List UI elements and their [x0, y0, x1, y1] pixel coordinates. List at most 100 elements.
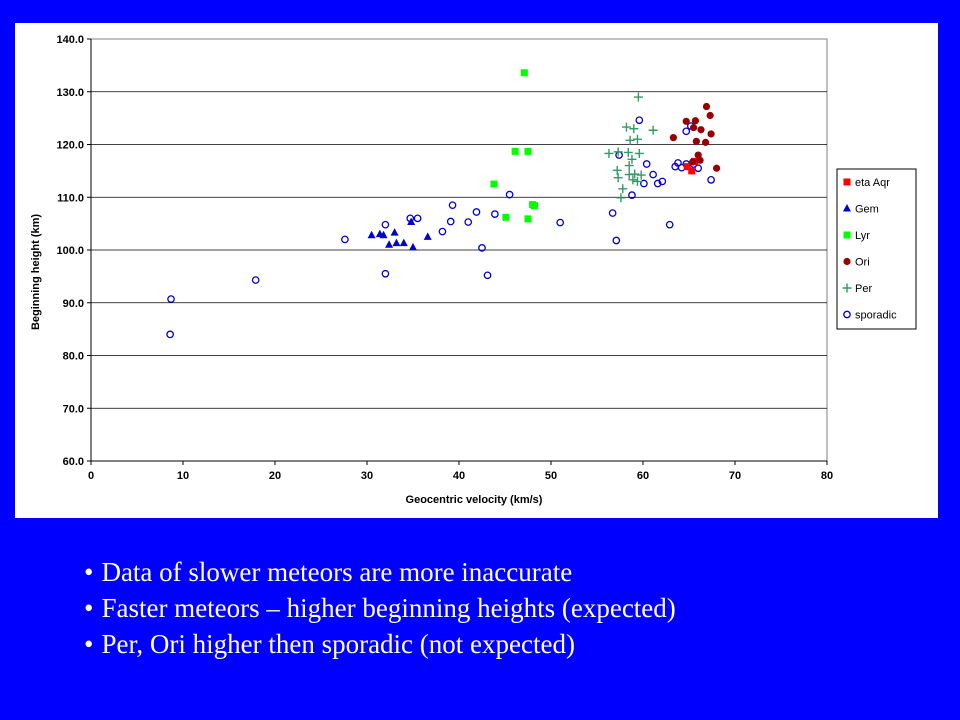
data-point [653, 179, 662, 188]
data-point [621, 122, 631, 132]
data-point [629, 124, 639, 134]
data-point [491, 210, 499, 218]
y-tick-label: 60.0 [63, 456, 84, 468]
data-point [658, 177, 667, 186]
data-point [613, 173, 623, 183]
data-point [409, 242, 417, 251]
data-point [390, 228, 399, 236]
legend-box [836, 168, 917, 330]
data-point [682, 127, 691, 136]
legend-marker [843, 310, 851, 319]
x-tick-label: 60 [637, 470, 649, 482]
data-point [413, 214, 422, 223]
data-point [674, 159, 682, 167]
data-point [251, 276, 260, 284]
data-point [628, 175, 638, 185]
data-point [612, 165, 622, 175]
data-point [423, 232, 432, 240]
data-point [341, 235, 349, 244]
data-point [690, 124, 698, 132]
data-point [642, 160, 651, 168]
data-point [381, 269, 390, 278]
data-point [632, 176, 642, 186]
series-lyr [490, 69, 538, 223]
legend-label: Ori [855, 257, 870, 269]
series-ori [669, 102, 721, 172]
data-point [616, 193, 626, 203]
data-point [166, 330, 174, 339]
legend-label: sporadic [855, 310, 897, 322]
data-point [701, 138, 710, 146]
bullet-item: • Data of slower meteors are more inaccur… [84, 557, 573, 587]
data-point [618, 184, 628, 194]
data-point [608, 209, 617, 217]
data-point [505, 190, 514, 199]
data-point [697, 126, 705, 134]
data-point [399, 238, 408, 247]
legend: eta Aqr Gem Lyr Ori Per sporadic [836, 168, 917, 330]
data-point [691, 117, 700, 125]
y-tick-label: 110.0 [57, 192, 84, 204]
data-point [713, 164, 721, 172]
legend-marker [843, 204, 851, 212]
data-point [683, 163, 691, 171]
data-point [623, 147, 633, 157]
data-point [392, 238, 401, 247]
data-point [511, 147, 519, 155]
data-point [669, 134, 677, 142]
data-point [472, 208, 481, 216]
data-point [707, 175, 715, 184]
data-point [688, 167, 696, 175]
data-point [692, 137, 700, 145]
data-point [624, 161, 634, 171]
data-point [367, 230, 376, 239]
data-point [706, 111, 714, 120]
series-gem [367, 217, 432, 251]
x-tick-label: 10 [177, 470, 189, 482]
data-point [448, 201, 457, 210]
legend-marker [843, 257, 851, 266]
data-point [702, 102, 711, 111]
data-point [438, 227, 447, 236]
data-point [464, 218, 473, 226]
data-point [625, 135, 635, 145]
data-point [407, 217, 416, 226]
series-per [604, 92, 658, 203]
data-point [379, 230, 388, 239]
data-point [630, 169, 640, 179]
y-axis-label: Beginning height (km) [30, 214, 42, 330]
bullet-item: • Per, Ori higher then sporadic (not expe… [84, 629, 575, 659]
data-point [490, 180, 498, 188]
x-tick-label: 40 [453, 470, 465, 482]
y-tick-label: 70.0 [63, 403, 84, 415]
scatter-chart: 60.0 70.0 80.0 90.0 100.0 110.0 120.0 130.0 140.… [30, 34, 917, 506]
legend-marker [842, 283, 852, 293]
x-tick-label: 20 [269, 470, 281, 482]
bullet-list: • Data of slower meteors are more inaccur… [84, 554, 676, 662]
data-point [689, 158, 697, 166]
data-point [478, 244, 486, 252]
data-point [524, 147, 532, 155]
y-tick-label: 120.0 [56, 140, 84, 152]
data-point [520, 69, 528, 77]
y-tick-label: 100.0 [56, 245, 84, 257]
data-point [167, 295, 175, 303]
data-point [446, 217, 455, 226]
data-point [381, 220, 390, 229]
bullet-text: Faster meteors – higher beginning height… [101, 593, 676, 623]
y-tick-label: 140.0 [56, 34, 84, 46]
legend-marker [843, 231, 851, 239]
data-point [665, 220, 674, 229]
legend-label: eta Aqr [855, 177, 890, 189]
y-tick-label: 130.0 [56, 87, 84, 99]
data-point [649, 170, 657, 179]
data-point [385, 240, 394, 248]
x-tick-label: 50 [545, 470, 557, 482]
data-point [613, 147, 623, 157]
legend-marker [843, 178, 851, 186]
data-point [696, 156, 704, 164]
bullet-text: Data of slower meteors are more inaccura… [101, 557, 573, 587]
legend-label: Gem [855, 204, 879, 216]
data-point [556, 218, 565, 227]
x-axis-label: Geocentric velocity (km/s) [406, 494, 543, 506]
